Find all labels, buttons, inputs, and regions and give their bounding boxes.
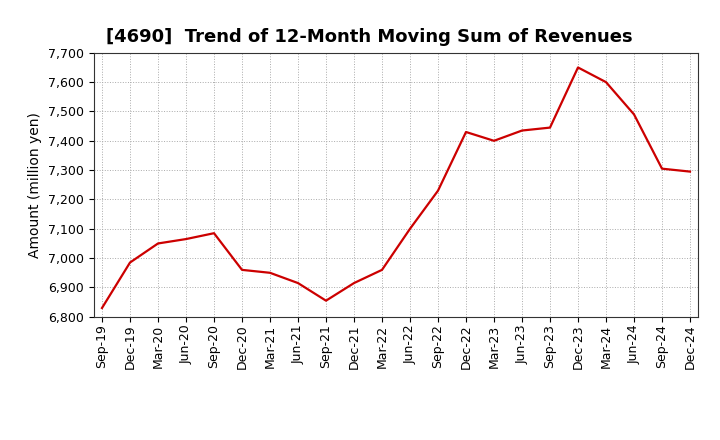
Text: [4690]  Trend of 12-Month Moving Sum of Revenues: [4690] Trend of 12-Month Moving Sum of R… (106, 28, 632, 46)
Y-axis label: Amount (million yen): Amount (million yen) (28, 112, 42, 258)
